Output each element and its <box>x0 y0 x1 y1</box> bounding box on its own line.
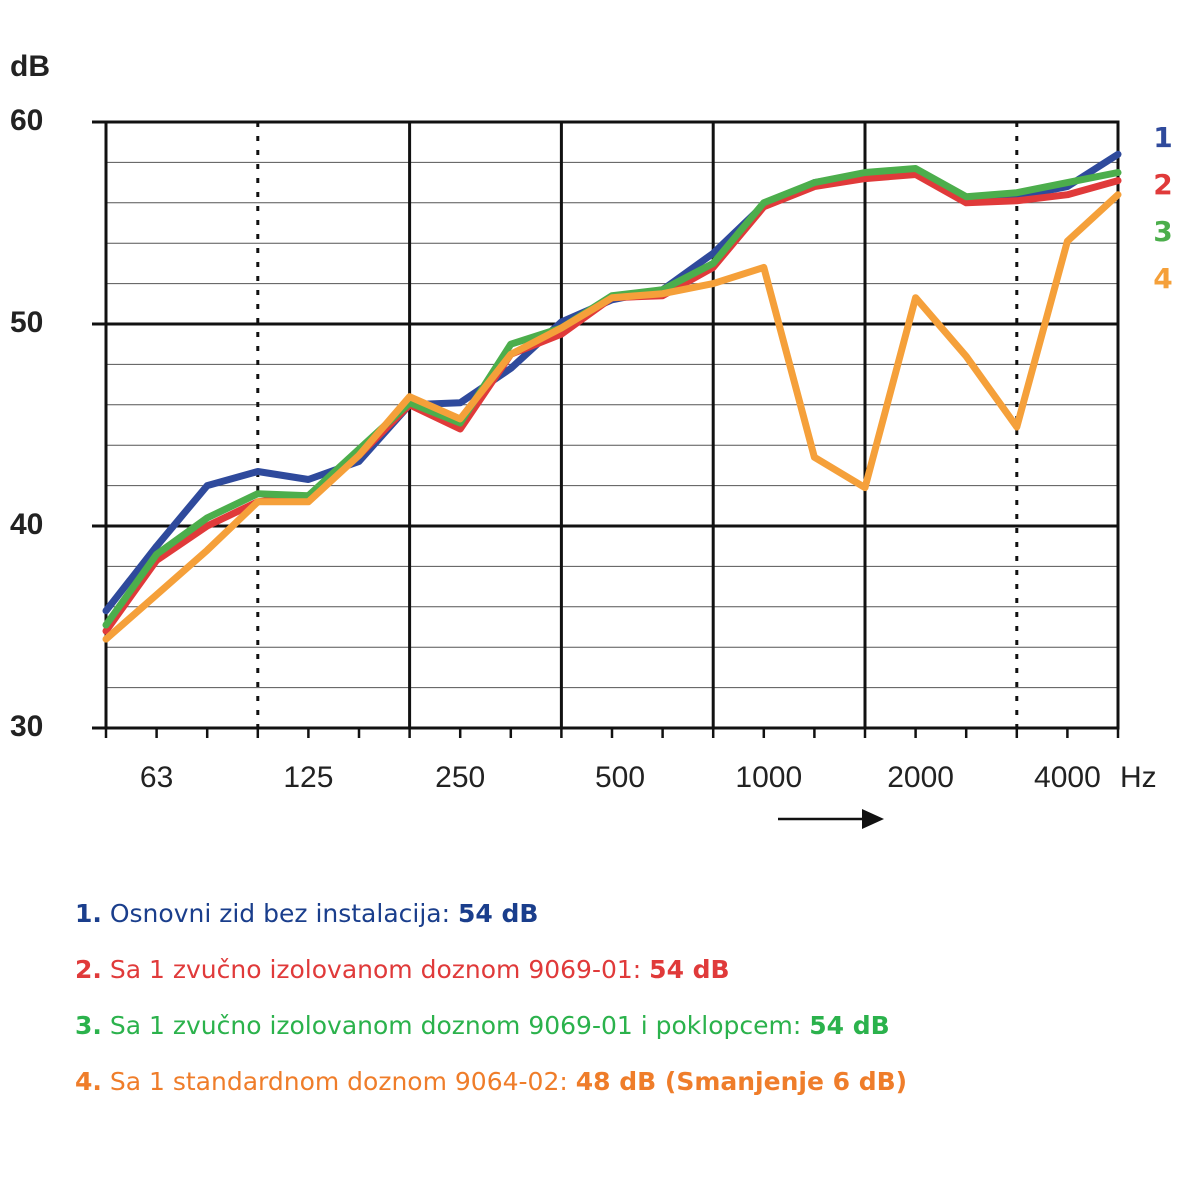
y-axis-label: dB <box>10 50 50 83</box>
legend-item-1: 1. Osnovni zid bez instalacija: 54 dB <box>75 899 539 928</box>
chart-grid <box>106 122 1118 728</box>
y-tick-label: 60 <box>10 104 43 137</box>
x-tick-label: 2000 <box>887 761 954 794</box>
chart-labels: 30 40 50 60 63 125 250 500 1000 2000 4000 1 2 3 4 <box>10 104 1173 794</box>
x-axis-unit: Hz <box>1120 761 1157 794</box>
x-tick-label: 63 <box>140 761 173 794</box>
x-tick-label: 1000 <box>735 761 802 794</box>
noise-chart: 30 40 50 60 63 125 250 500 1000 2000 4000 1 2 3 4 dB H… <box>10 50 1173 829</box>
plot-frame <box>104 120 1120 730</box>
series-label-1: 1 <box>1153 121 1172 154</box>
x-tick-label: 500 <box>595 761 645 794</box>
x-tick-label: 4000 <box>1034 761 1101 794</box>
x-tick-label: 125 <box>283 761 333 794</box>
legend: 1. Osnovni zid bez instalacija: 54 dB 2.… <box>75 890 907 1114</box>
chart-axes <box>92 120 1120 738</box>
y-tick-label: 40 <box>10 508 43 541</box>
x-tick-label: 250 <box>435 761 485 794</box>
series-label-2: 2 <box>1153 168 1172 201</box>
y-tick-label: 50 <box>10 306 43 339</box>
legend-item-3: 3. Sa 1 zvučno izolovanom doznom 9069-01… <box>75 1011 890 1040</box>
direction-arrow <box>778 809 884 829</box>
series-line-4 <box>102 191 1122 643</box>
chart-series <box>102 150 1122 643</box>
series-label-4: 4 <box>1153 262 1172 295</box>
y-tick-label: 30 <box>10 710 43 743</box>
series-label-3: 3 <box>1153 215 1172 248</box>
legend-item-2: 2. Sa 1 zvučno izolovanom doznom 9069-01… <box>75 955 730 984</box>
legend-item-4: 4. Sa 1 standardnom doznom 9064-02: 48 d… <box>75 1067 908 1096</box>
